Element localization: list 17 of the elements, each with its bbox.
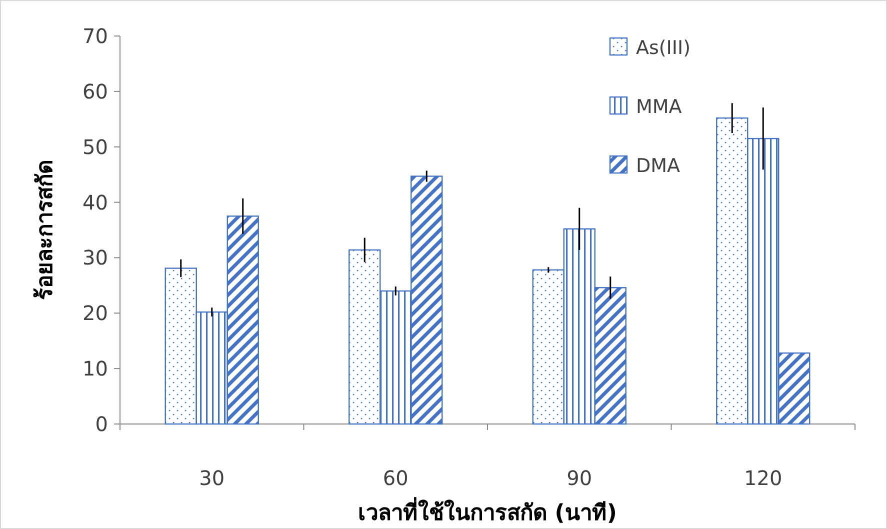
x-tick-label: 90 xyxy=(566,466,592,490)
y-tick-label: 30 xyxy=(82,246,108,270)
y-axis-title: ร้อยละการสกัด xyxy=(33,160,58,300)
x-tick-label: 60 xyxy=(382,466,408,490)
y-tick-label: 40 xyxy=(82,190,108,214)
y-tick-label: 20 xyxy=(82,301,108,326)
x-tick-label: 30 xyxy=(199,466,225,490)
legend-label: As(III) xyxy=(636,37,691,59)
y-tick-label: 60 xyxy=(82,79,108,104)
x-axis-title: เวลาที่ใช้ในการสกัด (นาที) xyxy=(358,496,617,526)
x-tick-label: 120 xyxy=(744,466,782,490)
legend-label: MMA xyxy=(636,96,682,118)
y-tick-label: 70 xyxy=(82,24,108,48)
legend-label: DMA xyxy=(636,155,680,177)
y-tick-label: 50 xyxy=(82,134,108,159)
y-tick-label: 10 xyxy=(82,356,108,381)
y-tick-label: 0 xyxy=(95,412,108,436)
